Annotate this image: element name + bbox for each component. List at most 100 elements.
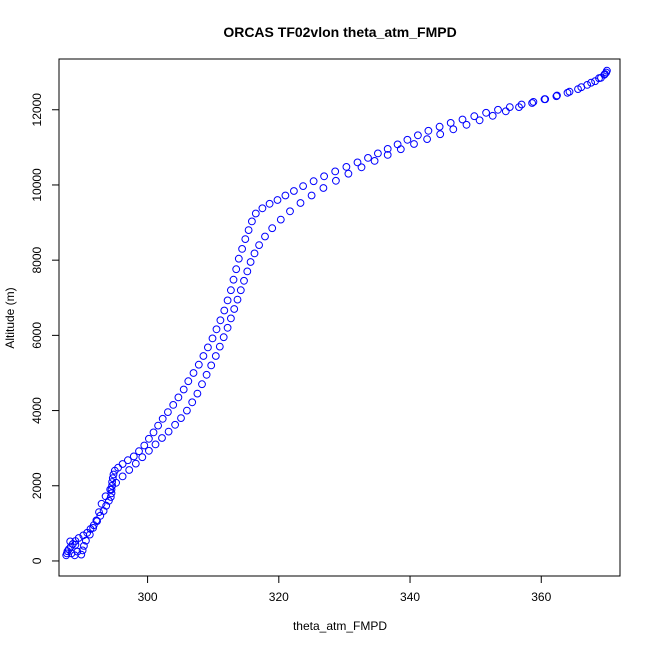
data-point bbox=[145, 446, 153, 455]
data-point bbox=[188, 398, 197, 407]
data-point bbox=[370, 157, 379, 165]
data-point bbox=[319, 184, 328, 192]
data-point bbox=[71, 540, 80, 549]
data-point bbox=[194, 360, 203, 369]
data-point bbox=[74, 534, 83, 542]
data-point bbox=[108, 478, 116, 486]
data-point bbox=[106, 485, 115, 494]
data-point bbox=[565, 87, 574, 96]
plot-frame bbox=[58, 58, 621, 577]
data-point bbox=[223, 323, 232, 332]
y-tick-label: 2000 bbox=[30, 472, 44, 499]
data-point bbox=[577, 83, 586, 92]
data-point bbox=[208, 334, 217, 343]
data-point bbox=[124, 456, 132, 465]
data-point bbox=[515, 103, 523, 111]
x-tick-label: 360 bbox=[531, 590, 551, 604]
data-point bbox=[458, 115, 467, 124]
data-point bbox=[396, 145, 405, 154]
data-point bbox=[436, 130, 445, 139]
data-point bbox=[238, 245, 247, 253]
data-point bbox=[243, 267, 252, 276]
data-points bbox=[62, 66, 611, 560]
data-point bbox=[107, 489, 116, 498]
data-point bbox=[501, 107, 510, 116]
data-point bbox=[89, 524, 97, 532]
data-point bbox=[220, 306, 229, 315]
data-point bbox=[331, 167, 340, 176]
data-point bbox=[423, 135, 432, 144]
data-point bbox=[193, 389, 202, 398]
data-point bbox=[64, 545, 73, 554]
data-point bbox=[449, 125, 458, 134]
y-tick-label: 10000 bbox=[30, 168, 44, 202]
data-point bbox=[246, 258, 255, 266]
data-point bbox=[174, 393, 183, 402]
data-point bbox=[320, 172, 329, 181]
data-point bbox=[403, 135, 412, 144]
data-point bbox=[435, 122, 444, 131]
data-point bbox=[470, 112, 479, 121]
data-point bbox=[82, 536, 90, 545]
data-point bbox=[281, 191, 290, 200]
x-tick-label: 340 bbox=[400, 590, 420, 604]
data-point bbox=[233, 295, 242, 304]
data-point bbox=[332, 176, 340, 185]
data-point bbox=[276, 215, 285, 224]
data-point bbox=[129, 452, 138, 461]
data-point bbox=[255, 241, 264, 250]
data-point bbox=[563, 88, 572, 97]
y-tick-label: 4000 bbox=[30, 397, 44, 424]
data-point bbox=[112, 478, 120, 487]
data-point bbox=[240, 276, 248, 285]
y-tick-label: 0 bbox=[30, 557, 44, 564]
data-point bbox=[494, 105, 502, 114]
y-tick-label: 6000 bbox=[30, 322, 44, 349]
data-point bbox=[169, 401, 178, 409]
data-point bbox=[85, 530, 94, 539]
data-point bbox=[232, 265, 241, 274]
data-point bbox=[475, 116, 484, 125]
data-point bbox=[251, 209, 260, 218]
data-point bbox=[216, 316, 225, 325]
chart-title: ORCAS TF02vlon theta_atm_FMPD bbox=[223, 24, 456, 40]
data-point bbox=[95, 508, 103, 516]
data-point bbox=[517, 100, 526, 109]
data-point bbox=[261, 232, 269, 241]
data-point bbox=[553, 91, 561, 100]
data-point bbox=[164, 408, 172, 417]
data-point bbox=[357, 163, 366, 172]
data-point bbox=[488, 111, 497, 120]
data-point bbox=[211, 352, 220, 360]
y-axis: 0 2000 4000 6000 8000 10000 12000 bbox=[30, 93, 60, 564]
data-point bbox=[151, 440, 160, 449]
data-point bbox=[70, 551, 79, 560]
data-point bbox=[223, 296, 232, 305]
data-point bbox=[482, 108, 491, 117]
data-point bbox=[97, 499, 106, 508]
data-point bbox=[204, 343, 212, 352]
data-point bbox=[601, 70, 609, 78]
data-point bbox=[393, 140, 402, 149]
data-point bbox=[183, 406, 191, 415]
data-point bbox=[199, 352, 208, 360]
data-point bbox=[219, 333, 228, 342]
data-point bbox=[109, 470, 118, 479]
data-point bbox=[540, 95, 549, 104]
data-point bbox=[118, 460, 127, 468]
data-point bbox=[244, 226, 253, 235]
data-point bbox=[268, 224, 277, 233]
data-point bbox=[307, 191, 316, 200]
data-point bbox=[273, 196, 282, 204]
data-point bbox=[587, 78, 595, 87]
data-point bbox=[342, 163, 351, 171]
data-point bbox=[101, 492, 110, 501]
data-point bbox=[364, 154, 372, 162]
data-point bbox=[290, 187, 298, 195]
data-point bbox=[179, 385, 188, 394]
data-point bbox=[344, 169, 353, 178]
data-point bbox=[286, 207, 294, 216]
data-point bbox=[250, 249, 259, 258]
data-point bbox=[140, 441, 149, 450]
